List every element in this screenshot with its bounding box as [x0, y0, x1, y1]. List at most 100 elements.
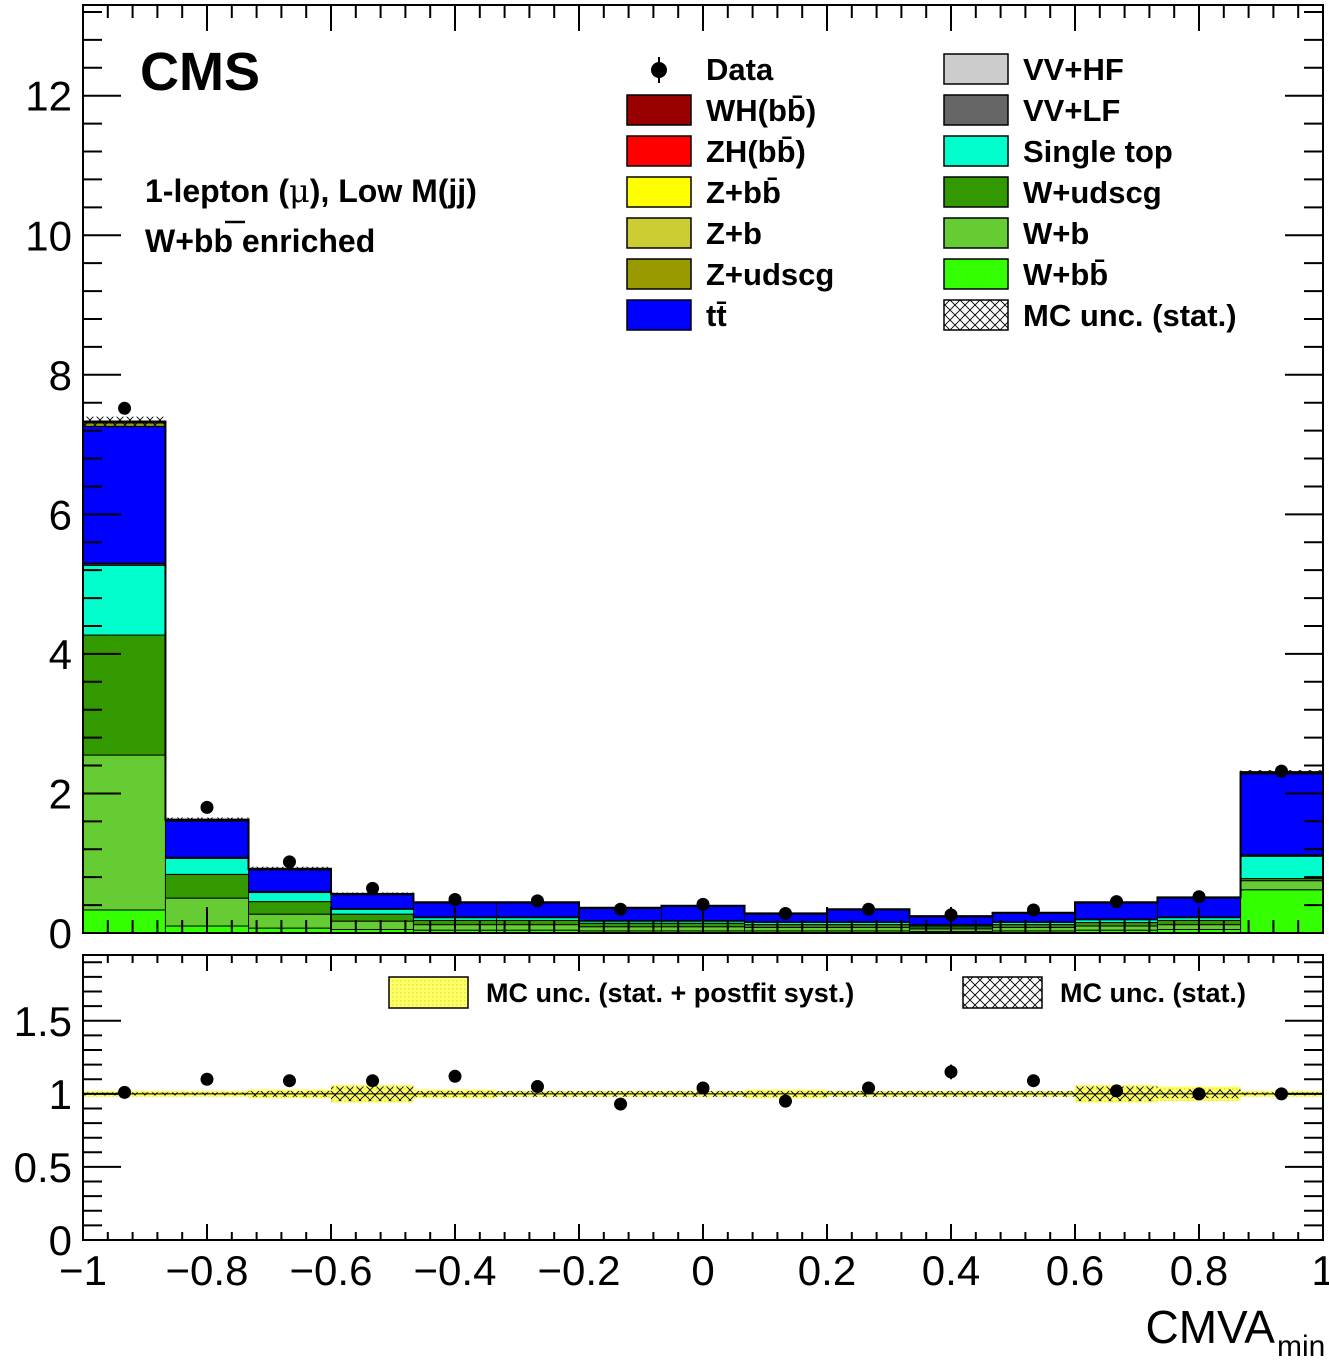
legend-label: VV+LF: [1023, 93, 1120, 128]
bar-segment: [330, 894, 414, 910]
ratio-point: [1192, 1087, 1206, 1101]
legend-label: Z+udscg: [706, 257, 834, 292]
legend-swatch: [943, 94, 1009, 126]
legend-entry: MC unc. (stat.): [943, 298, 1237, 333]
y-tick-label: 0: [49, 1217, 72, 1264]
main-plot-panel: 0 2 4 6 8 10 12: [25, 4, 1324, 957]
x-axis-title: CMVA: [1146, 1301, 1276, 1353]
legend-label: Data: [706, 52, 774, 87]
bar-segment: [330, 920, 414, 931]
x-tick-label: 0.8: [1170, 1247, 1228, 1294]
data-point: [696, 897, 710, 911]
bar-segment: [248, 913, 332, 929]
legend-swatch: [943, 217, 1009, 249]
bar-segment: [992, 926, 1076, 932]
y-tick-label: 0.5: [14, 1144, 72, 1191]
region-label-line2: W+bb enriched: [145, 220, 375, 259]
ratio-point: [862, 1081, 876, 1095]
legend-swatch: [943, 53, 1009, 85]
cms-label: CMS: [140, 42, 260, 102]
y-tick-label: 1.5: [14, 998, 72, 1045]
y-tick-label: 8: [49, 352, 72, 399]
legend-label: Z+bb̄: [706, 175, 781, 210]
y-tick-label: 1: [49, 1071, 72, 1118]
ratio-point: [1110, 1084, 1124, 1098]
legend-entry: VV+LF: [943, 93, 1120, 128]
stat-unc-hatch: [165, 817, 249, 822]
ratio-point: [1274, 1087, 1288, 1101]
bar-segment: [496, 919, 580, 926]
data-point: [778, 906, 792, 920]
y-tick-label: 0: [49, 910, 72, 957]
x-tick-labels: −1 −0.8 −0.6 −0.4 −0.2 0 0.2 0.4 0.6 0.8 1: [59, 1247, 1329, 1294]
bar-segment: [578, 922, 662, 928]
legend-entry: W+bb̄: [943, 257, 1108, 292]
ratio-legend-label: MC unc. (stat. + postfit syst.): [486, 978, 854, 1008]
bar-segment: [82, 909, 166, 934]
bar-segment: [82, 425, 166, 564]
ratio-point: [366, 1074, 380, 1088]
bar-segment: [330, 908, 414, 915]
legend-swatch: [626, 176, 692, 208]
data-point: [200, 800, 214, 814]
x-tick-label: 0.6: [1046, 1247, 1104, 1294]
x-tick-label: 0.2: [798, 1247, 856, 1294]
legend-swatch: [943, 135, 1009, 167]
region-label-part-a: W+b: [145, 223, 213, 259]
main-axis-ticks: [82, 5, 1324, 934]
bar-segment: [1074, 922, 1158, 927]
legend-entry: WH(bb̄): [626, 93, 816, 128]
legend-label: MC unc. (stat.): [1023, 298, 1237, 333]
bar-segment: [82, 634, 166, 756]
ratio-points: [118, 1064, 1288, 1111]
legend-entry: Z+bb̄: [626, 175, 781, 210]
ratio-legend-swatch: [388, 976, 469, 1009]
mc-stat-uncertainty-band: [83, 416, 1323, 917]
y-tick-label: 2: [49, 770, 72, 817]
region-label-line1: 1-lepton (μ), Low M(jj): [145, 172, 477, 210]
ratio-point: [778, 1094, 792, 1108]
x-tick-label: 0: [691, 1247, 714, 1294]
y-tick-label: 6: [49, 491, 72, 538]
bar-segment: [82, 754, 166, 911]
bar-segment: [164, 873, 250, 899]
data-point: [366, 881, 380, 895]
main-y-tick-labels: 0 2 4 6 8 10 12: [25, 73, 72, 957]
legend-label: Z+b: [706, 216, 762, 251]
y-tick-label: 4: [49, 631, 72, 678]
x-tick-label: −1: [59, 1247, 107, 1294]
stat-unc-hatch: [248, 866, 331, 871]
bar-segment: [248, 869, 332, 892]
stacked-histogram: [82, 420, 1324, 934]
data-point: [448, 893, 462, 907]
ratio-y-tick-labels: 0 0.5 1 1.5: [14, 998, 72, 1264]
y-tick-label: 12: [25, 73, 72, 120]
stat-unc-hatch: [83, 416, 166, 427]
region-label-part-c: enriched: [233, 223, 375, 259]
legend-swatch: [943, 299, 1009, 331]
x-tick-label: −0.2: [538, 1247, 621, 1294]
x-tick-label: 0.4: [922, 1247, 980, 1294]
data-point: [614, 902, 628, 916]
legend-label: Single top: [1023, 134, 1173, 169]
bar-segment: [1240, 855, 1324, 880]
legend-swatch: [626, 217, 692, 249]
y-tick-label: 10: [25, 212, 72, 259]
ratio-legend-label: MC unc. (stat.): [1060, 978, 1246, 1008]
legend-label: WH(bb̄): [706, 93, 816, 128]
data-point: [1274, 764, 1288, 778]
x-tick-label: −0.6: [290, 1247, 373, 1294]
data-point: [862, 902, 876, 916]
legend-swatch: [626, 299, 692, 331]
data-points: [118, 401, 1288, 922]
legend-label: W+bb̄: [1023, 257, 1108, 292]
legend-entry: Data: [651, 52, 774, 87]
bar-segment: [248, 901, 332, 915]
legend-label: W+b: [1023, 216, 1089, 251]
ratio-point: [1026, 1074, 1040, 1088]
stack-total-outline: [82, 420, 1324, 933]
legend-swatch: [943, 258, 1009, 290]
ratio-point: [614, 1097, 628, 1111]
bar-segment: [330, 913, 414, 922]
